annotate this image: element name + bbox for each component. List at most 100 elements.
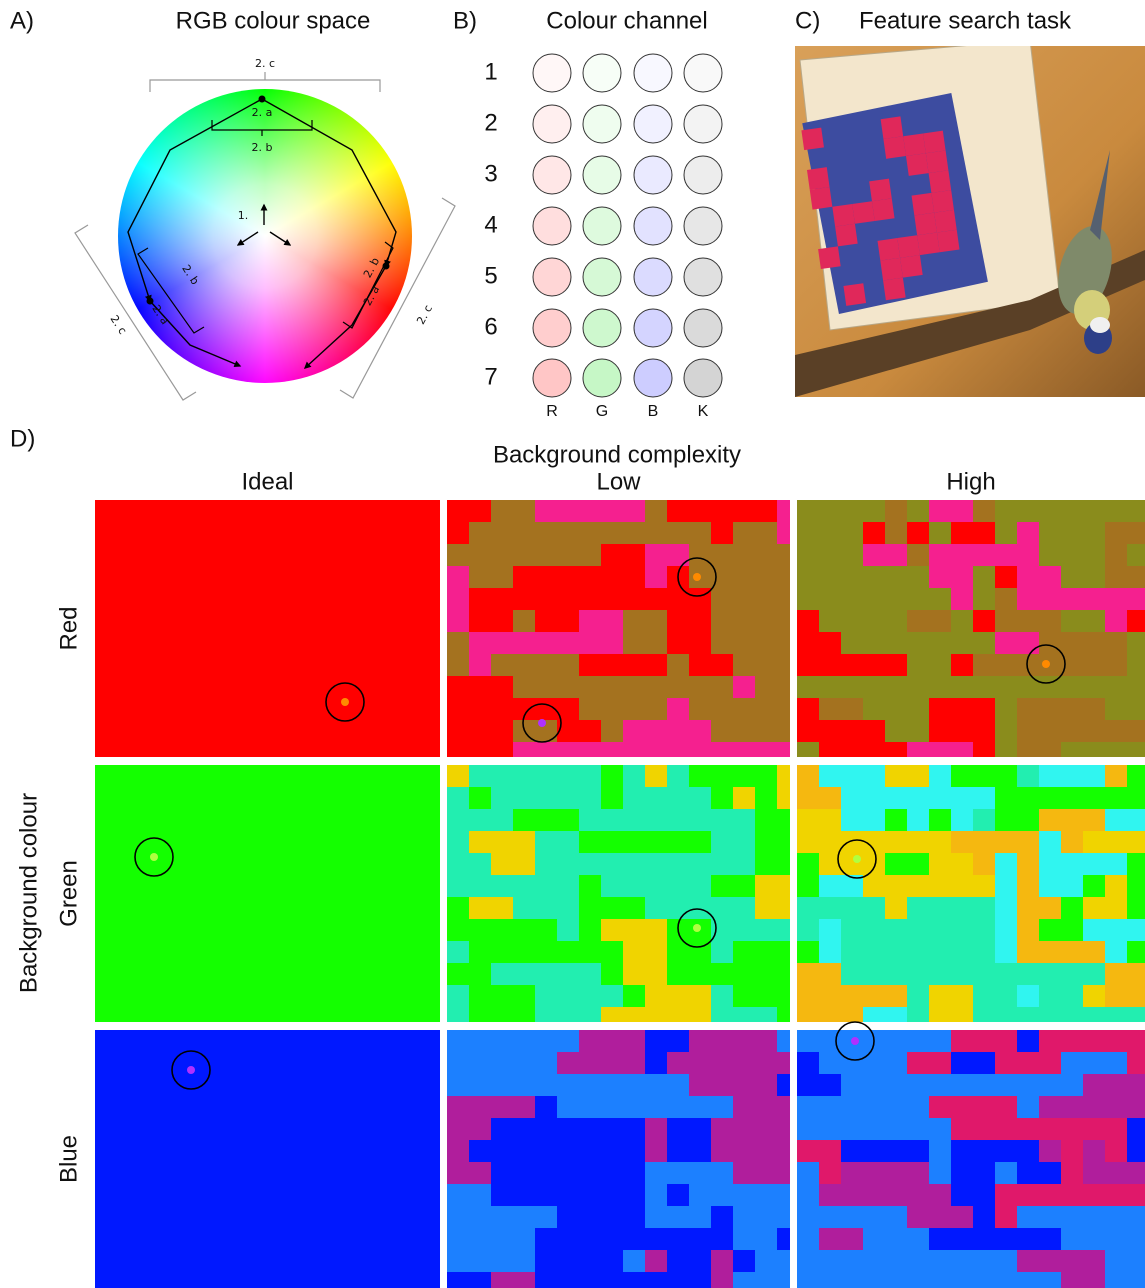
block xyxy=(951,831,973,853)
block xyxy=(995,544,1017,566)
block xyxy=(601,1074,623,1096)
block xyxy=(1061,919,1083,941)
block xyxy=(1017,765,1039,787)
block xyxy=(733,875,755,897)
block xyxy=(535,1140,557,1162)
block xyxy=(667,875,689,897)
block xyxy=(797,522,819,544)
block xyxy=(1017,1228,1039,1250)
block xyxy=(841,676,863,698)
block xyxy=(973,875,995,897)
block xyxy=(1127,1118,1145,1140)
block xyxy=(535,765,557,787)
block xyxy=(469,1228,491,1250)
block xyxy=(491,787,513,809)
block xyxy=(929,809,951,831)
block xyxy=(797,698,819,720)
block xyxy=(711,610,733,632)
block xyxy=(797,787,819,809)
block xyxy=(885,853,907,875)
card-block xyxy=(917,232,940,255)
block xyxy=(447,1272,469,1288)
block xyxy=(777,809,790,831)
block xyxy=(491,522,513,544)
block xyxy=(1017,1162,1039,1184)
block xyxy=(711,1250,733,1272)
block xyxy=(797,919,819,941)
block xyxy=(667,720,689,742)
block xyxy=(777,610,790,632)
block xyxy=(777,1052,790,1074)
block xyxy=(645,654,667,676)
block xyxy=(885,1228,907,1250)
block xyxy=(491,1228,513,1250)
block xyxy=(513,1007,535,1022)
block xyxy=(777,588,790,610)
block xyxy=(1127,1052,1145,1074)
block xyxy=(797,742,819,757)
block xyxy=(557,544,579,566)
block xyxy=(885,676,907,698)
block xyxy=(667,1184,689,1206)
block xyxy=(951,1007,973,1022)
block xyxy=(667,1118,689,1140)
column-label: R xyxy=(546,403,558,420)
block xyxy=(689,1096,711,1118)
block xyxy=(819,654,841,676)
block xyxy=(579,742,601,757)
block xyxy=(1127,809,1145,831)
block xyxy=(885,1096,907,1118)
block xyxy=(1039,1228,1061,1250)
block xyxy=(557,1162,579,1184)
block xyxy=(973,742,995,757)
block xyxy=(491,1250,513,1272)
block xyxy=(491,1206,513,1228)
block xyxy=(973,853,995,875)
block xyxy=(1017,742,1039,757)
block xyxy=(447,1030,469,1052)
block xyxy=(755,610,777,632)
block xyxy=(885,875,907,897)
block xyxy=(689,500,711,522)
block xyxy=(951,1030,973,1052)
block xyxy=(1083,1007,1105,1022)
block xyxy=(491,831,513,853)
block xyxy=(755,985,777,1007)
panel-label: C) xyxy=(795,7,820,34)
block xyxy=(1127,1228,1145,1250)
block xyxy=(885,1206,907,1228)
block xyxy=(513,654,535,676)
block xyxy=(777,897,790,919)
block xyxy=(1061,1030,1083,1052)
block xyxy=(689,1140,711,1162)
block xyxy=(667,897,689,919)
block xyxy=(623,500,645,522)
row-label: 7 xyxy=(484,363,497,390)
block xyxy=(929,831,951,853)
block xyxy=(885,1074,907,1096)
block xyxy=(513,588,535,610)
block xyxy=(841,1096,863,1118)
block xyxy=(513,500,535,522)
block xyxy=(535,919,557,941)
block xyxy=(1061,941,1083,963)
block xyxy=(819,1096,841,1118)
block xyxy=(863,1140,885,1162)
block xyxy=(777,1206,790,1228)
block xyxy=(447,1162,469,1184)
block xyxy=(447,1074,469,1096)
block xyxy=(863,1162,885,1184)
block xyxy=(579,566,601,588)
block xyxy=(447,544,469,566)
block xyxy=(907,1140,929,1162)
block xyxy=(1061,632,1083,654)
block xyxy=(973,809,995,831)
block xyxy=(447,588,469,610)
block xyxy=(535,963,557,985)
block xyxy=(1061,522,1083,544)
block xyxy=(1083,544,1105,566)
block xyxy=(711,1140,733,1162)
block xyxy=(885,500,907,522)
photo xyxy=(795,40,1145,397)
block xyxy=(819,1118,841,1140)
